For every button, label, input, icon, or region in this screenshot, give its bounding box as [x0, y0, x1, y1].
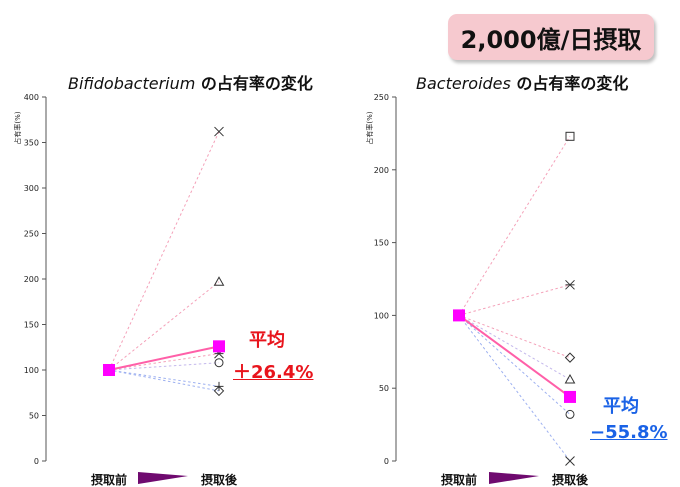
chart2-category-label: 摂取後	[552, 472, 589, 487]
chart2-y-tick-label: 0	[384, 457, 389, 466]
chart1-marker-x	[214, 126, 224, 137]
marker-triangle-shape	[564, 373, 576, 384]
chart2-marker-circle	[565, 409, 575, 419]
chart2-y-tick-label: 250	[374, 93, 389, 102]
chart1-series-line	[108, 369, 220, 387]
chart2-series-line	[458, 136, 571, 316]
chart1-series-line	[108, 362, 220, 371]
chart1-category-label: 摂取前	[91, 472, 127, 487]
marker-circle-shape	[214, 358, 224, 368]
chart1-y-tick-label: 300	[24, 184, 39, 193]
chart2-marker-triangle	[564, 373, 576, 384]
chart1-arrow-icon	[138, 472, 188, 484]
chart1-y-tick-label: 350	[24, 139, 39, 148]
avg-label-right: 平均	[603, 396, 639, 417]
chart1-marker-diamond	[213, 385, 225, 397]
chart2-marker-x	[565, 456, 575, 466]
chart1-series-line	[108, 131, 220, 371]
chart1-y-axis-label: 占有率(%)	[13, 111, 22, 144]
chart1-marker-circle	[214, 358, 224, 368]
marker-x-stroke-b	[565, 456, 575, 466]
chart2-average-marker	[453, 309, 465, 322]
chart2-series-line	[458, 314, 571, 380]
chart1-average-marker	[213, 340, 225, 353]
chart1-series-line	[108, 281, 220, 371]
chart1-y-tick-label: 400	[24, 93, 39, 102]
avg-label-left: 平均	[249, 330, 285, 351]
chart2-y-tick-label: 200	[374, 166, 389, 175]
chart-title-bacteroides: Bacteroides の占有率の変化	[416, 74, 629, 93]
marker-diamond-shape	[213, 385, 225, 397]
chart1-category-label: 摂取後	[201, 472, 238, 487]
chart2-series-line	[458, 284, 571, 316]
chart1-marker-triangle	[213, 276, 225, 286]
chart-title-bifidobacterium: Bifidobacterium の占有率の変化	[68, 74, 313, 93]
chart1-series-line	[108, 369, 220, 392]
avg-value-left: ＋26.4%	[233, 362, 314, 383]
chart2-y-tick-label: 150	[374, 239, 389, 248]
chart1-y-tick-label: 250	[24, 230, 39, 239]
chart1-average-marker	[103, 364, 115, 376]
chart1-average-line	[108, 345, 220, 371]
chart2-marker-diamond	[564, 352, 576, 363]
chart2-series-line	[458, 315, 571, 462]
chart2-y-axis-label: 占有率(%)	[365, 111, 374, 144]
chart2-average-marker	[564, 390, 576, 403]
marker-circle-shape	[565, 409, 575, 419]
marker-x-stroke-b	[214, 126, 224, 137]
marker-square-shape	[565, 131, 575, 141]
chart2-y-tick-label: 100	[374, 311, 389, 320]
chart2-average-line	[458, 314, 571, 398]
marker-triangle-shape	[213, 276, 225, 286]
chart2-y-tick-label: 50	[379, 384, 389, 393]
avg-value-right: −55.8%	[590, 422, 668, 443]
chart1-y-tick-label: 0	[34, 457, 39, 466]
chart1-y-tick-label: 100	[24, 366, 39, 375]
chart2-marker-square	[565, 131, 575, 141]
chart1-y-tick-label: 50	[29, 412, 39, 421]
dose-badge: 2,000億/日摂取	[448, 14, 654, 60]
chart2-marker-asterisk	[565, 279, 575, 290]
chart1-series-line	[108, 353, 220, 371]
chart2-category-label: 摂取前	[441, 472, 477, 487]
chart2-arrow-icon	[489, 472, 539, 484]
chart1-y-tick-label: 200	[24, 275, 39, 284]
marker-diamond-shape	[564, 352, 576, 363]
chart1-y-tick-label: 150	[24, 321, 39, 330]
chart2-series-line	[458, 315, 571, 415]
